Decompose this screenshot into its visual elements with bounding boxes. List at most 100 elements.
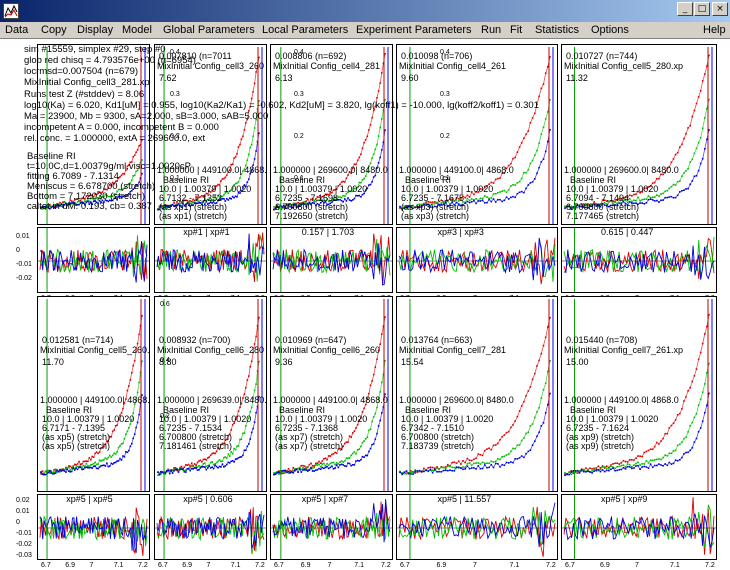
residual-panel[interactable]: xp#5 | xp#9 [561, 494, 717, 560]
baseline-label: Baseline RI [570, 405, 617, 415]
rmsd-label: 0.010727 (n=744) [566, 51, 638, 61]
sedimentation-panel[interactable]: 0.007810 (n=7011 MixInitial Config_cell3_… [154, 44, 267, 225]
residual-tick-label: -0.03 [16, 552, 32, 559]
fit-range-label: 6.7171 - 7.1395 [42, 423, 106, 433]
data-point [141, 159, 143, 161]
data-point [564, 472, 566, 474]
x-tick-label: 7.2 [138, 562, 148, 569]
residual-panel-svg [155, 228, 266, 292]
fit-range-label: 6.7094 - 7.1494 [566, 193, 630, 203]
residual-panel[interactable]: xp#5 | xp#5 [37, 494, 150, 560]
residual-panel[interactable]: xp#3 | xp#3 [396, 227, 558, 293]
sedimentation-panel[interactable]: 0.008932 (n=700) MixInitial Config_cell6_… [154, 296, 267, 492]
menu-run[interactable]: Run [481, 24, 502, 36]
sedimentation-panel[interactable]: 0.013764 (n=663) MixInitial Config_cell7_… [396, 296, 558, 492]
x-tick-label: 7 [473, 562, 477, 569]
rmsd-label: 0.013764 (n=663) [401, 335, 473, 345]
info-line: log10(Ka) = 6.020, Kd1[uM] = 0.955, log1… [24, 100, 539, 111]
x-tick-label: 7.1 [113, 562, 124, 569]
data-point [708, 129, 710, 131]
params-label: 10.0 | 1.00379 | 1.0020 [566, 184, 659, 194]
residual-panel-svg [155, 495, 266, 559]
sedimentation-panel[interactable]: 0.012581 (n=714) MixInitial Config_cell5_… [37, 296, 150, 492]
bottom-label: 7.177465 (stretch) [566, 211, 640, 221]
residual-panel-svg [38, 495, 149, 559]
chisq-label: 15.54 [401, 357, 424, 367]
bottom-label: (as xp9) (stretch) [566, 441, 635, 451]
menu-local-parameters[interactable]: Local Parameters [262, 24, 349, 36]
menu-statistics[interactable]: Statistics [535, 24, 580, 36]
fit-range-label: 6.7235 - 7.1698 [275, 193, 339, 203]
fit-curve [564, 393, 710, 476]
residual-tick-label: 0.01 [16, 233, 30, 240]
file-label: MixInitial Config_cell6_260 [273, 345, 381, 355]
data-point [384, 316, 386, 318]
fit-range-label: 6.7235 - 7.1534 [159, 423, 223, 433]
fit-info-line: t=10.0C,d=1.00379g/ml,visc=1.0020cP [27, 161, 191, 172]
residual-tick-label: -0.01 [16, 261, 32, 268]
x-tick-label: 7 [89, 562, 94, 569]
menu-global-parameters[interactable]: Global Parameters [163, 24, 255, 36]
chisq-label: 11.32 [566, 73, 588, 83]
fit-curve [157, 317, 260, 475]
residual-panel[interactable]: 0.157 | 1.703 [270, 227, 393, 293]
meniscus-label: 6.700800 (stretch) [566, 202, 640, 212]
meniscus-label: (as xp7) (stretch) [275, 432, 344, 442]
residual-tick-label: 0 [16, 247, 20, 254]
data-point [384, 53, 386, 55]
minimize-button[interactable]: _ [677, 2, 693, 16]
sedimentation-panel-svg [40, 47, 146, 224]
sedimentation-panel[interactable]: 0.010969 (n=647) MixInitial Config_cell6_… [270, 296, 393, 492]
file-label: MixInitial Config_cell4_281 [273, 61, 381, 71]
sedimentation-panel[interactable]: 0.010727 (n=744) MixInitial Config_cell5_… [561, 44, 717, 225]
residual-trace [563, 504, 715, 548]
menu-help[interactable]: Help [703, 24, 726, 36]
menu-copy[interactable]: Copy [41, 24, 67, 36]
residual-panel[interactable]: xp#1 | xp#1 [154, 227, 267, 293]
sedimentation-panel[interactable]: 0.008806 (n=692) MixInitial Config_cell4_… [270, 44, 393, 225]
sedimentation-panel-svg [157, 47, 263, 224]
rmsd-label: 0.008932 (n=700) [159, 335, 231, 345]
sedimentation-panel[interactable]: 0.015440 (n=708) MixInitial Config_cell7_… [561, 296, 717, 492]
residual-tick-label: 0 [16, 519, 20, 526]
residual-trace [563, 245, 715, 280]
residual-panel[interactable]: xp#5 | xp#7 [270, 494, 393, 560]
residual-tick-label: -0.02 [16, 275, 32, 282]
fit-curve [157, 133, 260, 210]
residual-panel[interactable] [37, 227, 150, 293]
x-tick-label: 6.9 [182, 562, 192, 569]
file-label: MixInitial Config_cell7_261.xp [564, 345, 684, 355]
data-point [549, 360, 551, 362]
close-button[interactable]: × [712, 2, 728, 16]
residual-label: xp#5 | xp#9 [601, 494, 648, 504]
extinction-label: 1.000000 | 449100.0| 4868.0 [399, 165, 514, 175]
residual-label: xp#3 | xp#3 [437, 227, 484, 237]
bottom-label: (as xp1) (stretch) [159, 211, 228, 221]
data-point [273, 473, 275, 476]
residual-panel[interactable]: 0.615 | 0.447 [561, 227, 717, 293]
residual-panel[interactable]: xp#5 | 0.606 [154, 494, 267, 560]
y-tick-label: 0.2 [170, 133, 180, 140]
sedimentation-panel[interactable] [37, 44, 150, 225]
data-point [141, 314, 143, 317]
sedimentation-panel[interactable]: 0.010098 (n=706) MixInitial Config_cell4_… [396, 44, 558, 225]
menu-model[interactable]: Model [122, 24, 152, 36]
meniscus-label: (as xp9) (stretch) [566, 432, 635, 442]
menu-fit[interactable]: Fit [510, 24, 523, 36]
x-tick-label: 6.7 [158, 562, 168, 569]
info-line: sim #15559, simplex #29, step #0 [24, 44, 166, 55]
y-tick-label: 0.4 [440, 49, 450, 56]
menu-experiment-parameters[interactable]: Experiment Parameters [356, 24, 472, 36]
menu-data[interactable]: Data [5, 24, 29, 36]
bottom-label: (as xp7) (stretch) [275, 441, 344, 451]
rmsd-label: 0.012581 (n=714) [42, 335, 114, 345]
baseline-label: Baseline RI [405, 405, 452, 415]
x-tick-label: 7.1 [670, 562, 680, 569]
fit-curve [399, 56, 551, 209]
maximize-button[interactable]: □ [694, 2, 710, 16]
residual-panel[interactable]: xp#5 | 11.557 [396, 494, 558, 560]
file-label: MixInitial Config_cell5_260.xp [40, 345, 150, 355]
menu-display[interactable]: Display [77, 24, 114, 36]
data-point [40, 471, 42, 474]
menu-options[interactable]: Options [591, 24, 629, 36]
